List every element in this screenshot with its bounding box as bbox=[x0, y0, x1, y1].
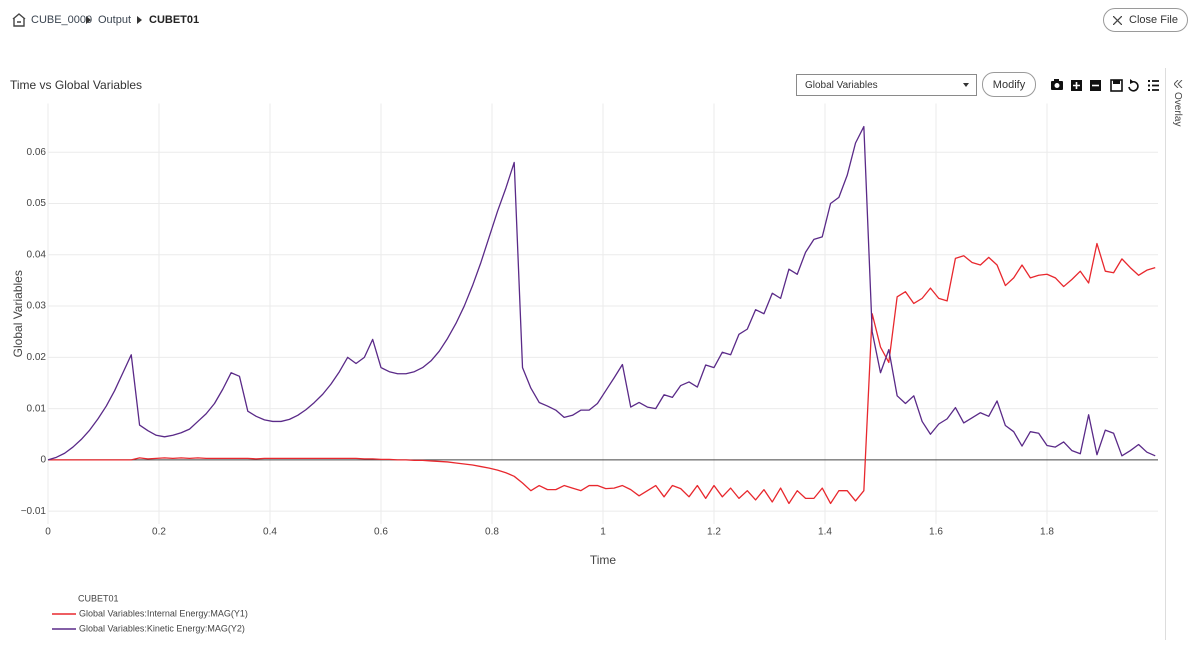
y-tick-label: 0.02 bbox=[27, 352, 47, 363]
close-icon bbox=[1113, 15, 1123, 25]
zoom-in-icon[interactable] bbox=[1071, 80, 1082, 91]
x-tick-label: 0.4 bbox=[263, 527, 277, 538]
breadcrumb-item[interactable]: CUBE_0000 bbox=[31, 14, 93, 26]
y-axis-title: Global Variables bbox=[11, 270, 25, 357]
home-icon[interactable] bbox=[11, 13, 27, 27]
x-tick-label: 1.8 bbox=[1040, 527, 1054, 538]
camera-icon[interactable] bbox=[1051, 79, 1063, 90]
x-tick-label: 1.6 bbox=[929, 527, 943, 538]
series-line bbox=[47, 125, 1156, 461]
legend-label: Global Variables:Internal Energy:MAG(Y1) bbox=[79, 608, 248, 618]
y-tick-label: 0 bbox=[40, 455, 46, 466]
x-tick-label: 1.4 bbox=[818, 527, 832, 538]
close-file-label: Close File bbox=[1129, 14, 1178, 26]
legend-item[interactable]: Global Variables:Kinetic Energy:MAG(Y2) bbox=[52, 623, 245, 633]
chart-toolbar bbox=[1051, 79, 1159, 92]
reset-icon[interactable] bbox=[1128, 79, 1139, 92]
y-tick-label: 0.03 bbox=[27, 301, 47, 312]
legend-item[interactable]: Global Variables:Internal Energy:MAG(Y1) bbox=[52, 608, 248, 618]
series-line bbox=[48, 242, 1156, 505]
dropdown-caret bbox=[963, 83, 969, 87]
x-tick-label: 0 bbox=[45, 527, 51, 538]
x-tick-label: 0.8 bbox=[485, 527, 499, 538]
y-tick-label: 0.05 bbox=[27, 198, 47, 209]
overlay-collapse-icon[interactable] bbox=[1174, 80, 1183, 88]
save-icon[interactable] bbox=[1110, 79, 1123, 92]
dropdown-value: Global Variables bbox=[805, 80, 878, 91]
y-tick-label: −0.01 bbox=[21, 506, 47, 517]
side-divider bbox=[1165, 68, 1166, 640]
modify-label: Modify bbox=[992, 78, 1026, 91]
breadcrumb-arrow bbox=[137, 16, 142, 24]
y-tick-label: 0.04 bbox=[27, 249, 47, 260]
breadcrumb-current: CUBET01 bbox=[149, 14, 200, 26]
x-tick-label: 0.6 bbox=[374, 527, 388, 538]
panel-title: Time vs Global Variables bbox=[10, 78, 143, 92]
variables-dropdown[interactable]: Global Variables bbox=[796, 74, 977, 96]
breadcrumb-arrow bbox=[86, 16, 91, 24]
overlay-tab[interactable]: Overlay bbox=[1172, 92, 1183, 127]
list-icon[interactable] bbox=[1148, 80, 1159, 91]
legend-title: CUBET01 bbox=[78, 593, 119, 603]
breadcrumb-item[interactable]: Output bbox=[98, 14, 132, 26]
y-tick-label: 0.06 bbox=[27, 147, 47, 158]
x-tick-label: 1.2 bbox=[707, 527, 721, 538]
close-file-button[interactable]: Close File bbox=[1103, 8, 1188, 32]
x-tick-label: 0.2 bbox=[152, 527, 166, 538]
y-tick-label: 0.01 bbox=[27, 403, 47, 414]
x-tick-label: 1 bbox=[600, 527, 606, 538]
legend-label: Global Variables:Kinetic Energy:MAG(Y2) bbox=[79, 623, 245, 633]
modify-button[interactable]: Modify bbox=[982, 72, 1036, 97]
x-axis-title: Time bbox=[590, 553, 617, 567]
zoom-out-icon[interactable] bbox=[1090, 80, 1101, 91]
chart: 0 0.2 0.4 0.6 0.8 1 1.2 1.4 1.6 1.8 −0.01 0 0.01 0.02… bbox=[11, 103, 1158, 633]
